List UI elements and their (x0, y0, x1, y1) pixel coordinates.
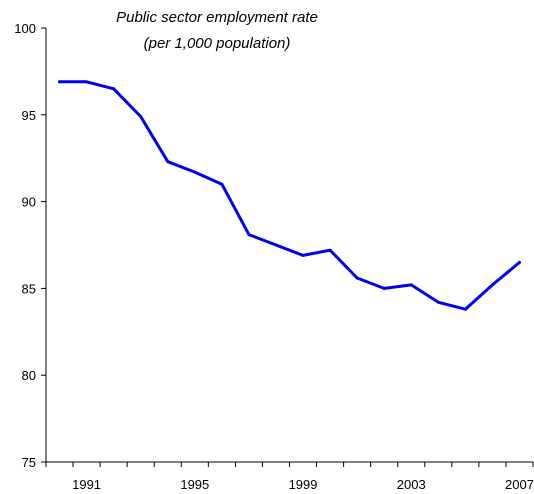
series-line (58, 80, 521, 311)
chart-title: Public sector employment rate (per 1,000… (116, 9, 318, 52)
data-point (58, 80, 62, 84)
chart-title-line-1: Public sector employment rate (116, 9, 318, 26)
chart-title-line-2: (per 1,000 population) (144, 35, 291, 52)
x-axis-ticks: 1991 1995 1999 2003 2007 (45, 462, 534, 492)
y-tick-label: 100 (14, 21, 36, 36)
data-point (328, 248, 332, 252)
y-tick-label: 85 (22, 281, 36, 296)
data-point (139, 115, 143, 119)
data-point (463, 307, 467, 311)
x-tick-label: 2007 (505, 477, 534, 492)
y-tick-label: 95 (22, 108, 36, 123)
series-group (58, 80, 521, 311)
data-point (220, 182, 224, 186)
data-point (193, 170, 197, 174)
data-point (274, 243, 278, 247)
data-point (247, 233, 251, 237)
data-point (382, 286, 386, 290)
data-point (112, 87, 116, 91)
x-tick-label: 1991 (72, 477, 101, 492)
data-point (355, 276, 359, 280)
y-tick-label: 80 (22, 368, 36, 383)
x-tick-label: 2003 (397, 477, 426, 492)
y-tick-label: 75 (22, 455, 36, 470)
data-point (301, 253, 305, 257)
y-axis-ticks: 75 80 85 90 95 100 (14, 21, 46, 470)
data-point (166, 160, 170, 164)
data-point (436, 300, 440, 304)
data-point (517, 260, 521, 264)
x-tick-label: 1999 (289, 477, 318, 492)
data-point (85, 80, 89, 84)
y-tick-label: 90 (22, 195, 36, 210)
data-point (409, 283, 413, 287)
data-point (490, 283, 494, 287)
x-tick-label: 1995 (180, 477, 209, 492)
